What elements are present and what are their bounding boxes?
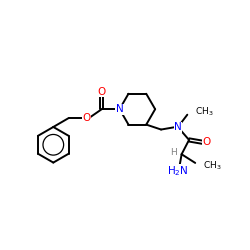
Text: O: O bbox=[98, 86, 106, 97]
Text: CH$_3$: CH$_3$ bbox=[195, 106, 213, 118]
Text: O: O bbox=[202, 138, 211, 147]
Text: H$_2$N: H$_2$N bbox=[167, 165, 189, 178]
Text: N: N bbox=[116, 104, 124, 114]
Text: N: N bbox=[174, 122, 182, 132]
Text: O: O bbox=[82, 113, 90, 123]
Text: H: H bbox=[170, 148, 177, 157]
Text: CH$_3$: CH$_3$ bbox=[203, 159, 221, 172]
